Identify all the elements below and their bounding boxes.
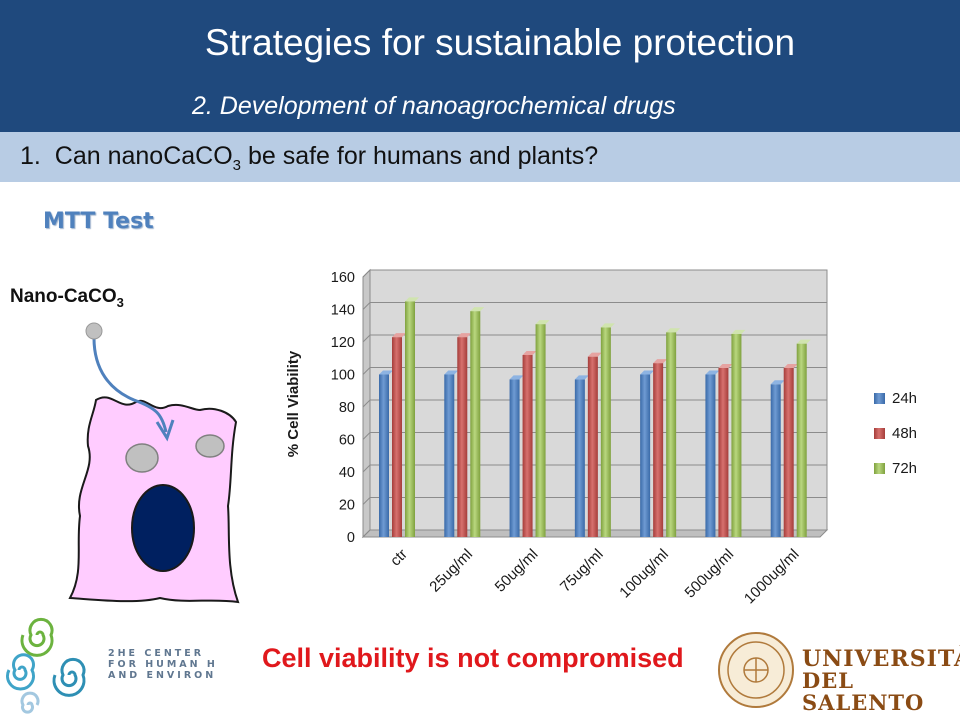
center-logo-line: AND ENVIRON: [108, 670, 217, 681]
university-name-line-2: DEL SALENTO: [802, 668, 925, 715]
y-tick-label: 140: [331, 303, 355, 319]
bar: [535, 324, 546, 537]
spiral-logo: [6, 617, 86, 714]
question-banner: [0, 132, 960, 182]
bar: [770, 384, 781, 537]
x-tick-label: 100ug/ml: [616, 546, 672, 602]
bar: [731, 333, 742, 537]
bar-top: [535, 320, 550, 325]
y-tick-label: 120: [331, 335, 355, 351]
particle-inside-2: [195, 434, 225, 458]
bar-top: [705, 370, 720, 375]
bar-top: [574, 375, 589, 380]
legend-swatch: [874, 393, 885, 404]
bar-top: [666, 328, 681, 333]
uptake-arrow: [92, 337, 168, 433]
bar-top: [522, 351, 537, 355]
y-gridline: [362, 269, 827, 278]
test-label: MTT Test: [43, 209, 154, 234]
bar-top: [796, 339, 811, 344]
bar-top: [509, 375, 524, 380]
x-tick-label: 1000ug/ml: [741, 546, 803, 608]
particle-label-text: Nano-CaCO: [10, 286, 117, 307]
bar: [470, 311, 481, 537]
particle-outside: [85, 322, 103, 340]
bar: [522, 355, 533, 537]
center-logo-line: FOR HUMAN H: [108, 659, 218, 670]
viability-bar-chart: % Cell Viability 0 20 40 60 80 100 120 140 160 ct…: [285, 268, 917, 608]
uptake-arrowhead: [155, 419, 175, 442]
legend-swatch: [874, 428, 885, 439]
bar: [444, 374, 455, 537]
particle-inside-1: [125, 443, 159, 473]
bar: [718, 368, 729, 537]
bar: [457, 337, 468, 537]
x-tick-label: ctr: [387, 546, 411, 570]
bar-top: [653, 359, 668, 364]
bar-top: [640, 370, 655, 375]
conclusion-text: Cell viability is not compromised: [262, 643, 684, 673]
cell-nucleus: [131, 484, 195, 572]
y-tick-label: 0: [347, 530, 355, 546]
bar-top: [770, 380, 785, 385]
x-tick-label: 75ug/ml: [557, 546, 607, 596]
bar: [705, 374, 716, 537]
bar: [666, 332, 677, 537]
particle-label: Nano-CaCO3: [10, 286, 124, 310]
slide-title: Strategies for sustainable protection: [204, 22, 796, 63]
legend-swatch: [874, 463, 885, 474]
slide-subtitle: 2. Development of nanoagrochemical drugs: [192, 92, 676, 120]
particle-label-subscript: 3: [116, 294, 124, 310]
bar: [405, 301, 415, 537]
question-part-1: Can nanoCaCO: [54, 142, 233, 170]
y-tick-label: 40: [339, 465, 355, 481]
bar-top: [470, 307, 485, 312]
legend-label: 48h: [892, 425, 917, 442]
legend-label: 72h: [892, 460, 917, 477]
legend-label: 24h: [892, 390, 917, 407]
bar-top: [444, 370, 459, 375]
bar: [587, 356, 598, 537]
y-axis-title: % Cell Viability: [285, 350, 302, 457]
bar: [379, 374, 389, 537]
question-part-2: be safe for humans and plants?: [241, 142, 599, 170]
bar-top: [392, 333, 406, 338]
bar: [392, 337, 402, 537]
bar-top: [600, 323, 615, 328]
university-name-line-1: UNIVERSITÀ: [802, 646, 960, 672]
y-tick-label: 100: [331, 368, 355, 384]
y-gridline: [362, 302, 827, 310]
y-tick-label: 160: [331, 270, 355, 286]
x-tick-label: 50ug/ml: [492, 546, 542, 596]
y-tick-label: 60: [339, 433, 355, 449]
y-tick-label: 20: [339, 498, 355, 514]
bar: [653, 363, 664, 537]
bar: [783, 368, 794, 537]
bar: [796, 343, 807, 537]
bar-top: [783, 364, 798, 368]
bar-top: [587, 352, 602, 357]
bar: [574, 379, 585, 537]
university-logo-text: UNIVERSITÀ DEL SALENTO: [802, 648, 960, 714]
bar-top: [405, 297, 419, 302]
cell-diagram: [68, 322, 240, 604]
x-tick-label: 500ug/ml: [682, 546, 738, 602]
bar-top: [379, 370, 393, 375]
question-subscript: 3: [232, 157, 241, 174]
bar: [640, 374, 651, 537]
center-logo-line: 2HE CENTER: [108, 648, 205, 659]
bar-top: [731, 329, 746, 334]
university-seal: [718, 632, 794, 708]
x-tick-label: 25ug/ml: [426, 546, 476, 596]
bar-top: [457, 333, 472, 338]
question-number: 1.: [20, 142, 41, 170]
question-text: 1. Can nanoCaCO3 be safe for humans and …: [20, 142, 598, 174]
center-logo-text: 2HE CENTER FOR HUMAN H AND ENVIRON: [108, 648, 218, 681]
bar: [509, 379, 520, 537]
y-tick-label: 80: [339, 400, 355, 416]
bar-top: [718, 364, 733, 368]
title-banner: [0, 0, 960, 132]
bar: [600, 327, 611, 537]
